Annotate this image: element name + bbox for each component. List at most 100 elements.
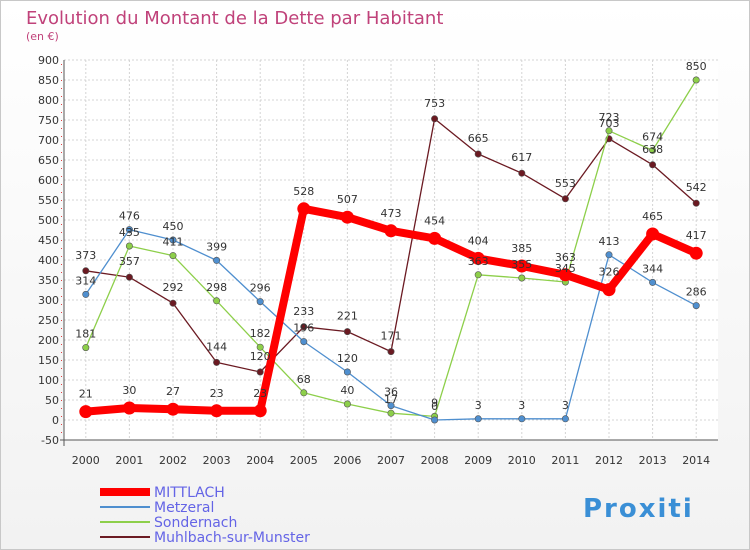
data-label: 473 (381, 207, 402, 220)
axis-tick-dot (61, 328, 62, 329)
point-metzeral (213, 256, 221, 264)
axis-tick-dot (61, 248, 62, 249)
chart-title: Evolution du Montant de la Dette par Hab… (26, 8, 443, 29)
point-muhlbach-sur-munster (125, 273, 133, 281)
point-muhlbach-sur-munster (82, 267, 90, 275)
axis-tick-dot (61, 256, 62, 257)
point-mittlach (602, 283, 616, 297)
axis-tick-dot (61, 72, 62, 73)
data-label: 703 (599, 117, 620, 130)
point-muhlbach-sur-munster (518, 169, 526, 177)
data-label: 355 (511, 258, 532, 271)
axis-tick-dot (61, 104, 62, 105)
point-muhlbach-sur-munster (649, 161, 657, 169)
data-label: 638 (642, 143, 663, 156)
data-label: 21 (79, 388, 93, 401)
point-muhlbach-sur-munster (169, 299, 177, 307)
point-sondernach (605, 127, 613, 135)
point-mittlach (428, 231, 442, 245)
proxiti-logo: Proxiti (583, 494, 692, 524)
data-label: 30 (122, 384, 136, 397)
axis-tick-dot (61, 264, 62, 265)
series-lines (79, 76, 703, 424)
data-label: 344 (642, 262, 663, 275)
legend-label: Sondernach (154, 515, 237, 531)
data-label: 171 (381, 330, 402, 343)
y-tick-label: 750 (38, 114, 59, 127)
point-muhlbach-sur-munster (387, 348, 395, 356)
y-tick-label: 250 (38, 314, 59, 327)
point-metzeral (300, 338, 308, 346)
axis-tick-dot (61, 200, 62, 201)
data-label: 507 (337, 193, 358, 206)
point-metzeral (649, 278, 657, 286)
point-muhlbach-sur-munster (343, 328, 351, 336)
data-label: 314 (75, 274, 96, 287)
point-muhlbach-sur-munster (431, 115, 439, 123)
data-label: 553 (555, 177, 576, 190)
legend-label: Metzeral (154, 500, 214, 516)
axis-tick-dot (61, 400, 62, 401)
axis-tick-dot (61, 432, 62, 433)
x-tick-label: 2014 (682, 454, 710, 467)
point-mittlach (253, 404, 267, 418)
data-label: 292 (163, 281, 184, 294)
data-label: 233 (293, 305, 314, 318)
data-label: 298 (206, 281, 227, 294)
data-label: 23 (253, 387, 267, 400)
point-sondernach (474, 271, 482, 279)
data-label: 674 (642, 130, 663, 143)
x-tick-label: 2003 (203, 454, 231, 467)
axis-tick-dot (61, 392, 62, 393)
point-mittlach (646, 227, 660, 241)
x-tick-label: 2009 (464, 454, 492, 467)
axis-tick-dot (61, 184, 62, 185)
x-tick-label: 2001 (115, 454, 143, 467)
axis-tick-dot (61, 208, 62, 209)
axis-tick-dot (61, 352, 62, 353)
data-label: 196 (293, 322, 314, 335)
point-muhlbach-sur-munster (256, 368, 264, 376)
point-sondernach (213, 297, 221, 305)
data-label: 454 (424, 214, 445, 227)
x-tick-label: 2012 (595, 454, 623, 467)
data-label: 181 (75, 328, 96, 341)
point-mittlach (297, 202, 311, 216)
point-mittlach (340, 210, 354, 224)
data-label: 286 (686, 286, 707, 299)
data-label: 363 (555, 251, 576, 264)
y-tick-label: -50 (41, 434, 59, 447)
data-label: 68 (297, 373, 311, 386)
data-label: 36 (384, 386, 398, 399)
point-mittlach (122, 401, 136, 415)
data-label: 411 (163, 236, 184, 249)
data-label: 3 (518, 399, 525, 412)
y-tick-label: 500 (38, 214, 59, 227)
point-metzeral (431, 416, 439, 424)
data-label: 182 (250, 327, 271, 340)
axis-tick-dot (61, 88, 62, 89)
y-tick-label: 400 (38, 254, 59, 267)
point-sondernach (649, 146, 657, 154)
axis-tick-dot (61, 336, 62, 337)
y-tick-label: 150 (38, 354, 59, 367)
data-label: 373 (75, 249, 96, 262)
data-label: 413 (599, 235, 620, 248)
axis-tick-dot (61, 384, 62, 385)
data-label: 326 (599, 266, 620, 279)
legend: MITTLACHMetzeralSondernachMuhlbach-sur-M… (100, 485, 310, 546)
point-mittlach (79, 405, 93, 419)
y-tick-label: 350 (38, 274, 59, 287)
y-tick-label: 900 (38, 54, 59, 67)
y-tick-label: 700 (38, 134, 59, 147)
axis-tick-dot (61, 144, 62, 145)
grid (64, 59, 718, 441)
data-label: 120 (337, 352, 358, 365)
data-label: 0 (431, 400, 438, 413)
axis-tick-dot (61, 176, 62, 177)
axis-tick-dot (61, 368, 62, 369)
data-label: 27 (166, 385, 180, 398)
axis-tick-dot (61, 240, 62, 241)
axes: -500501001502002503003504004505005506006… (38, 54, 718, 467)
point-muhlbach-sur-munster (561, 195, 569, 203)
